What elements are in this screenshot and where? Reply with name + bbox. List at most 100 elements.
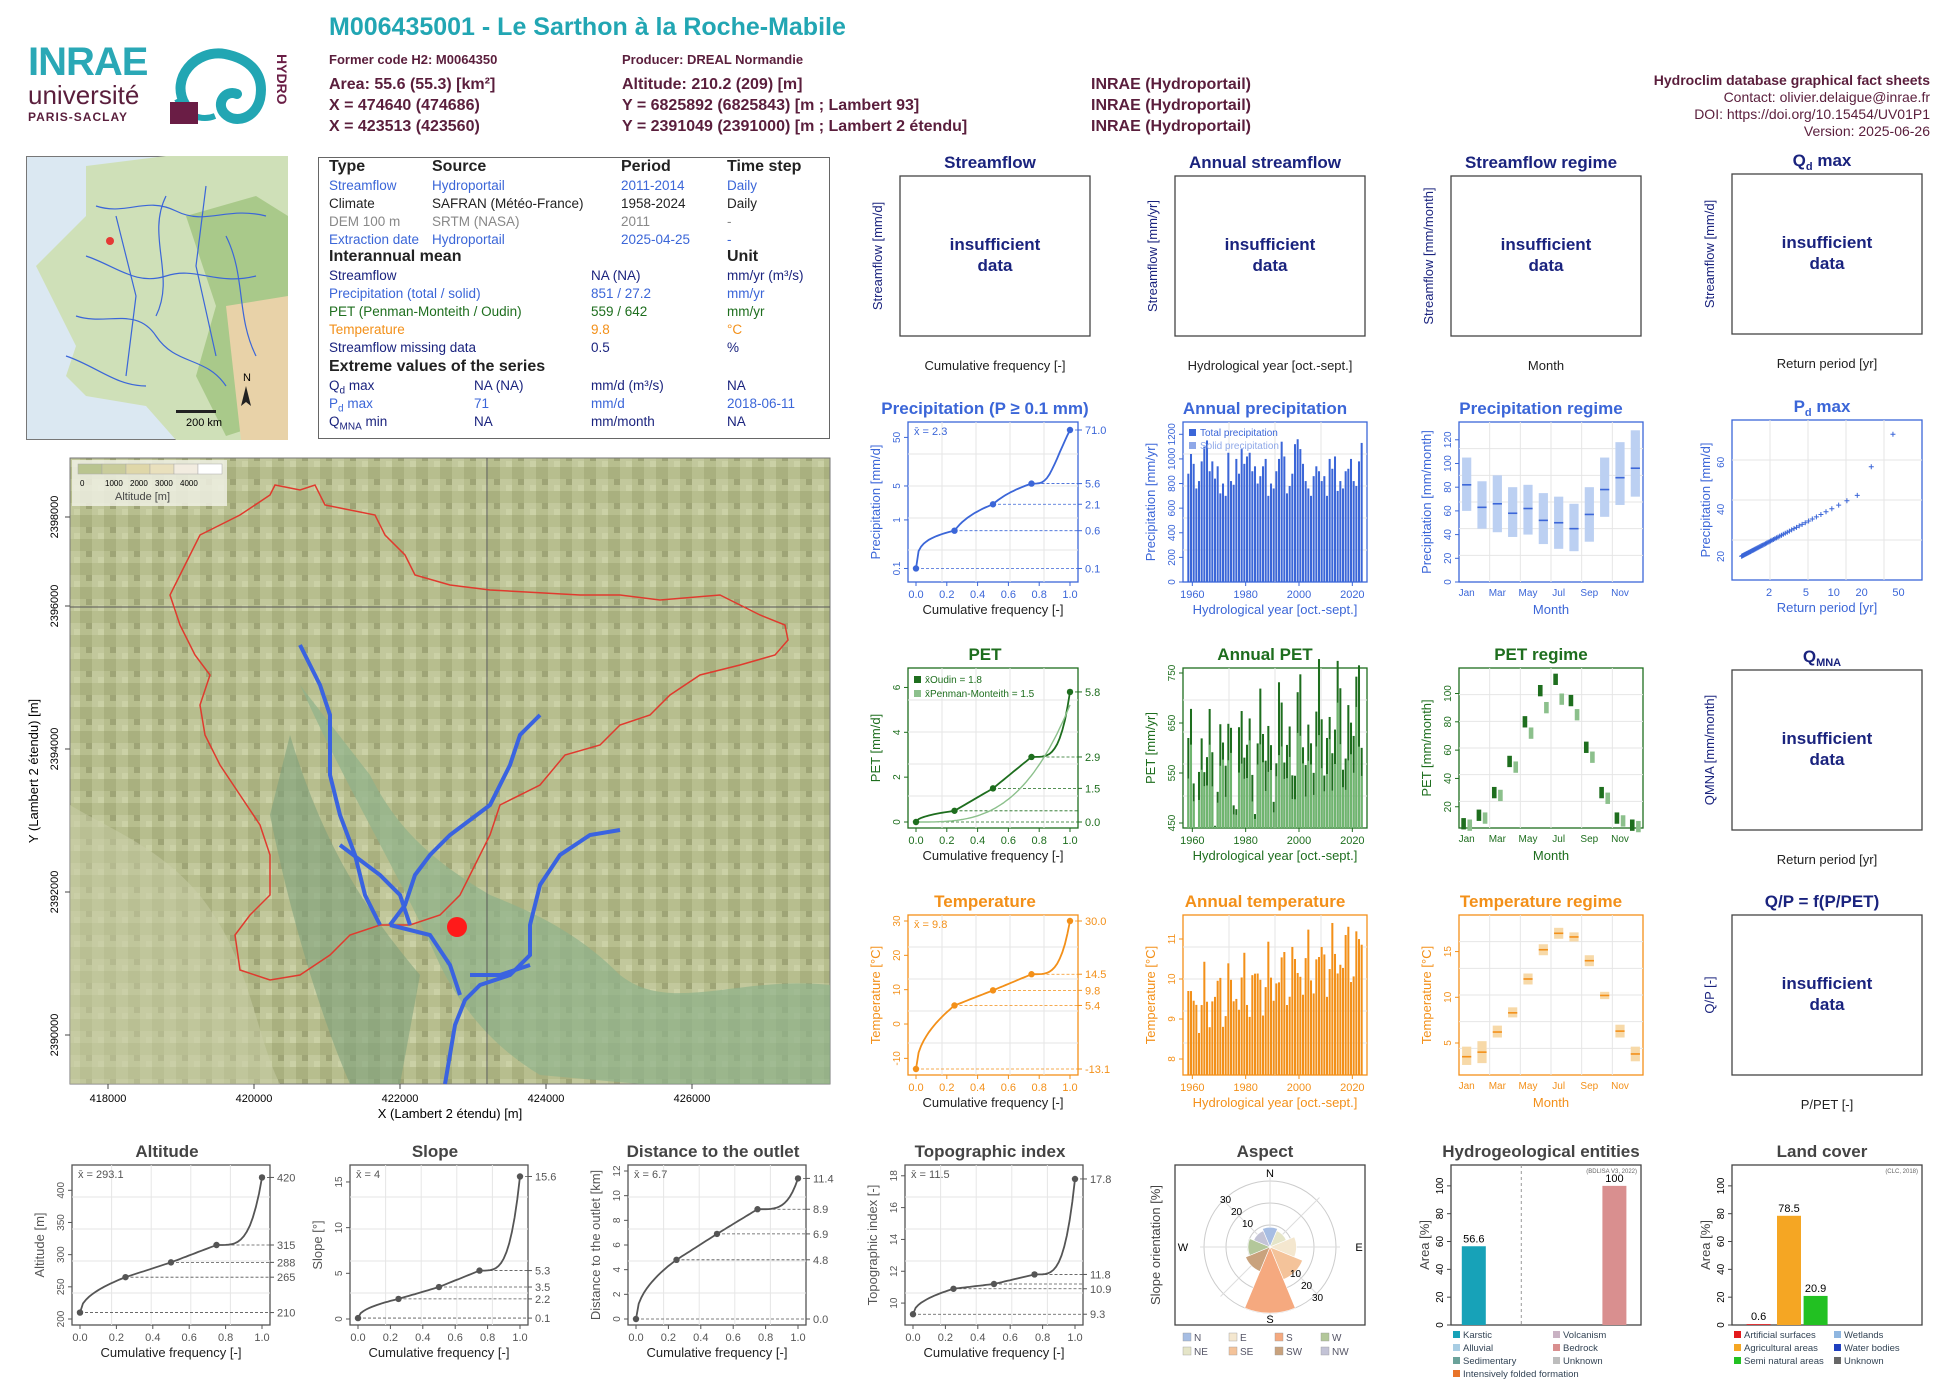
map-xtick: 418000	[90, 1093, 127, 1105]
annual-bar-secondary	[1293, 799, 1297, 828]
annual-bar	[1269, 483, 1273, 582]
y-tick-label: 350	[56, 1214, 67, 1231]
ext-label: Pd max	[329, 396, 373, 415]
y-axis-label: PET [mm/yr]	[1143, 712, 1158, 784]
cdf-point	[909, 1311, 917, 1318]
annual-bar	[1304, 481, 1307, 582]
annual-bar	[1275, 471, 1278, 582]
annual-bar	[1288, 996, 1291, 1075]
chart-title: Slope	[412, 1142, 458, 1161]
y-tick-label: 5	[892, 483, 903, 489]
category-legend-label: Unknown	[1844, 1356, 1884, 1367]
legend-swatch	[125, 463, 151, 475]
annual-bar	[1293, 959, 1297, 1075]
annual-bar-secondary	[1349, 754, 1353, 828]
cdf-curve-secondary	[916, 704, 1071, 823]
cdf-point	[754, 1206, 761, 1213]
info-h-period: Period	[621, 158, 671, 175]
bar-value-label: 56.6	[1463, 1233, 1484, 1245]
bar-value-label: 0.6	[1751, 1311, 1766, 1323]
regime-box-pm	[1513, 761, 1519, 773]
pd-point	[1813, 514, 1819, 520]
y-tick-label: 5	[334, 1270, 345, 1276]
y-tick-label: 20	[892, 949, 903, 961]
aspect-legend-swatch	[1228, 1332, 1238, 1342]
chart-title: Hydrogeological entities	[1442, 1142, 1639, 1161]
x-tick-label: 0.2	[938, 1332, 953, 1344]
annual-bar	[1232, 1001, 1235, 1075]
annual-bar	[1245, 456, 1249, 582]
annual-bar	[1237, 473, 1241, 582]
right-value-label: 11.4	[813, 1173, 834, 1185]
source-3: INRAE (Hydroportail)	[1091, 118, 1251, 135]
annual-bar	[1339, 481, 1342, 582]
annual-bar	[1229, 979, 1233, 1075]
legend-swatch	[1189, 442, 1196, 449]
x-tick-label: 0.2	[109, 1332, 124, 1344]
info-row-type: Streamflow	[329, 178, 397, 193]
insufficient-data-label-2: data	[1810, 750, 1846, 769]
ext-unit: mm/month	[591, 414, 655, 429]
legend-label: x̄Penman-Monteith = 1.5	[925, 689, 1035, 700]
x-tick-label: 2000	[1287, 1082, 1311, 1094]
x-tick-label: 5	[1803, 587, 1809, 599]
annual-bar	[1205, 1001, 1209, 1075]
cdf-point	[912, 818, 920, 826]
rose-sector	[1244, 1246, 1296, 1314]
altitude: Altitude: 210.2 (209) [m]	[622, 76, 803, 93]
annual-bar	[1221, 483, 1225, 582]
category-legend-label: Karstic	[1463, 1330, 1492, 1341]
rose-sector	[1253, 1230, 1271, 1248]
annual-bar	[1331, 468, 1334, 582]
info-row-period: 1958-2024	[621, 196, 686, 211]
regime-box-pm	[1590, 751, 1595, 763]
compass-label: W	[1178, 1242, 1189, 1254]
annual-bar	[1203, 961, 1206, 1075]
info-row-type: Extraction date	[329, 232, 420, 247]
area: Area: 55.6 (55.3) [km²]	[329, 76, 496, 93]
aspect-legend-label: NW	[1332, 1347, 1349, 1358]
annual-bar	[1325, 996, 1329, 1075]
aspect-legend-label: E	[1240, 1333, 1247, 1344]
rose-ring-label: 30	[1312, 1293, 1324, 1304]
annual-bar-secondary	[1264, 790, 1267, 828]
legend-label: Total precipitation	[1200, 428, 1278, 439]
x-tick-label: Jul	[1552, 588, 1565, 599]
y-tick-label: 250	[56, 1278, 67, 1295]
x-axis-label: Cumulative frequency [-]	[923, 848, 1064, 863]
y-tick-label: 0	[612, 1316, 623, 1322]
regime-box	[1600, 457, 1610, 517]
x-axis-label: Cumulative frequency [-]	[647, 1345, 788, 1360]
legend-swatch	[914, 690, 921, 697]
y-axis-label: Streamflow [mm/d]	[870, 202, 885, 310]
category-legend-swatch	[1553, 1344, 1560, 1351]
x-tick-label: Mar	[1489, 834, 1507, 845]
info-row-period: 2025-04-25	[621, 232, 691, 247]
annual-bar-secondary	[1320, 768, 1323, 828]
x-axis-label: P/PET [-]	[1801, 1097, 1854, 1112]
regime-box-oudin	[1522, 716, 1528, 728]
regime-box	[1508, 487, 1518, 537]
map-xlabel: X (Lambert 2 étendu) [m]	[378, 1106, 523, 1121]
insufficient-data-label: insufficient	[1782, 729, 1873, 748]
annual-bar	[1243, 463, 1246, 582]
category-legend-label: Volcanism	[1563, 1330, 1606, 1341]
mean-label: x̄ = 2.3	[914, 426, 947, 438]
category-legend-label: Bedrock	[1563, 1343, 1598, 1354]
x-tick-label: 2	[1766, 587, 1772, 599]
insufficient-data-label-2: data	[1253, 256, 1289, 275]
chart-topo_cdf: Topographic index 17.8 11.8 10.9 9.3 0.0 0.2 0.…	[865, 1142, 1111, 1360]
rose-sector	[1247, 1238, 1271, 1256]
cdf-point	[989, 785, 997, 792]
y-tick-label: 0	[892, 1021, 903, 1027]
river-trib-2	[470, 963, 531, 977]
right-value-label: 5.8	[1085, 687, 1100, 699]
right-value-label: 0.0	[1085, 817, 1100, 829]
y-tick-label: 80	[1716, 1208, 1727, 1220]
x-tick-label: 1.0	[1062, 589, 1077, 601]
x-axis-label: Month	[1533, 848, 1569, 863]
x-tick-label: 0.6	[726, 1332, 741, 1344]
chart-precip_regime: Precipitation regime Jan Mar May Jul Sep Nov 0 2…	[1419, 399, 1644, 617]
insufficient-data-label-2: data	[1810, 254, 1846, 273]
plot-frame	[907, 914, 1079, 1076]
